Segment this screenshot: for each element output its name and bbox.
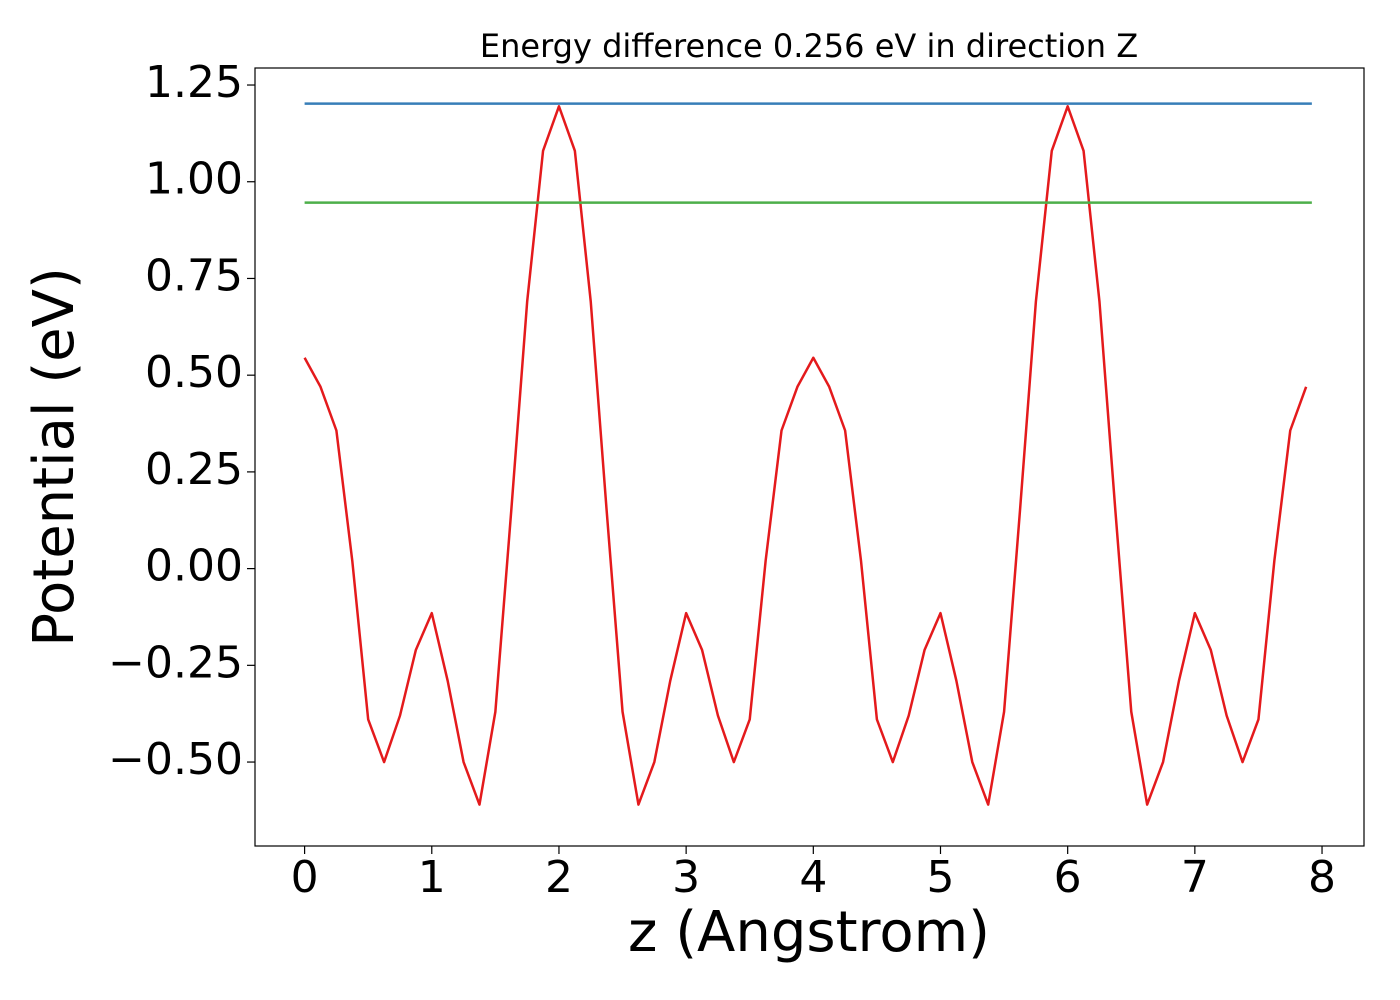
y-tick-label: −0.25 bbox=[108, 637, 243, 688]
x-tick-label: 5 bbox=[926, 852, 954, 903]
x-tick-label: 0 bbox=[291, 852, 319, 903]
chart-title: Energy difference 0.256 eV in direction … bbox=[480, 27, 1138, 65]
y-tick-label: −0.50 bbox=[108, 734, 243, 785]
x-tick-label: 4 bbox=[799, 852, 827, 903]
y-tick-label: 0.25 bbox=[145, 444, 243, 495]
x-tick-label: 6 bbox=[1054, 852, 1082, 903]
x-tick-label: 3 bbox=[672, 852, 700, 903]
y-tick-label: 0.00 bbox=[145, 541, 243, 592]
x-tick-label: 1 bbox=[418, 852, 446, 903]
x-tick-label: 7 bbox=[1181, 852, 1209, 903]
data-line bbox=[303, 105, 1308, 806]
y-tick-label: 1.25 bbox=[145, 57, 243, 108]
x-tick-label: 8 bbox=[1308, 852, 1336, 903]
plot-frame bbox=[254, 67, 1365, 847]
x-tick-label: 2 bbox=[545, 852, 573, 903]
y-tick-label: 0.75 bbox=[145, 250, 243, 301]
x-axis-label: z (Angstrom) bbox=[628, 900, 990, 965]
y-axis-label: Potential (eV) bbox=[22, 267, 87, 647]
y-tick-label: 0.50 bbox=[145, 347, 243, 398]
y-tick-label: 1.00 bbox=[145, 154, 243, 205]
